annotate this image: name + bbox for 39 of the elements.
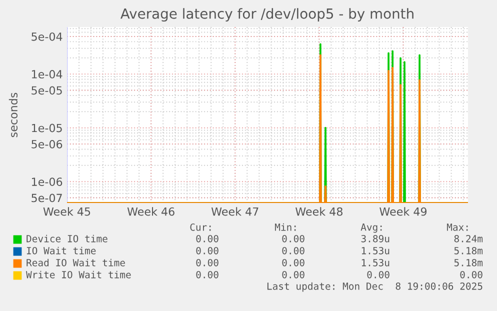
legend-label: Write IO Wait time — [26, 270, 131, 278]
chart-title: Average latency for /dev/loop5 - by month — [120, 8, 414, 22]
text: 0.00 — [196, 246, 218, 254]
y-tick-label: 1e-04 — [32, 70, 62, 78]
text: 1.53u — [362, 246, 390, 254]
y-tick-label: 1e-05 — [32, 124, 62, 132]
text: 0.00 — [460, 270, 482, 278]
x-tick-label: Week 45 — [43, 207, 90, 216]
y-tick-label: 5e-07 — [32, 194, 62, 202]
text: 0.00 — [196, 270, 218, 278]
legend-label: Device IO time — [26, 234, 108, 242]
text: 5.18m — [454, 258, 483, 266]
y-tick-label: 5e-06 — [32, 140, 62, 148]
text: Max: — [446, 224, 468, 231]
text: 0.00 — [196, 258, 218, 266]
text: 1.53u — [362, 258, 390, 266]
text: 0.00 — [282, 258, 304, 266]
legend-label: IO Wait time — [26, 246, 96, 254]
text: 0.00 — [367, 270, 390, 278]
text: 3.89u — [361, 234, 390, 242]
y-tick-label: 1e-06 — [32, 178, 62, 186]
y-tick-label: 5e-04 — [32, 32, 62, 41]
text: Cur: — [190, 223, 211, 231]
legend-label: Read IO Wait time — [26, 258, 125, 266]
x-tick-label: Week 47 — [211, 207, 258, 216]
text: Avg: — [360, 224, 382, 233]
text: 0.00 — [196, 234, 218, 242]
text: 8.24m — [454, 234, 483, 242]
y-tick-label: 5e-05 — [32, 86, 62, 95]
text: 0.00 — [282, 234, 304, 242]
y-axis-title: seconds — [8, 92, 18, 138]
x-tick-label: Week 48 — [296, 207, 342, 216]
text: Min: — [274, 223, 296, 231]
text: 0.00 — [282, 246, 304, 254]
text: 5.18m — [454, 246, 483, 254]
text: 0.00 — [282, 270, 304, 278]
text: Last update: Mon Dec 8 19:00:06 2025 — [267, 282, 482, 292]
x-tick-label: Week 49 — [380, 207, 427, 216]
x-tick-label: Week 46 — [127, 207, 174, 216]
